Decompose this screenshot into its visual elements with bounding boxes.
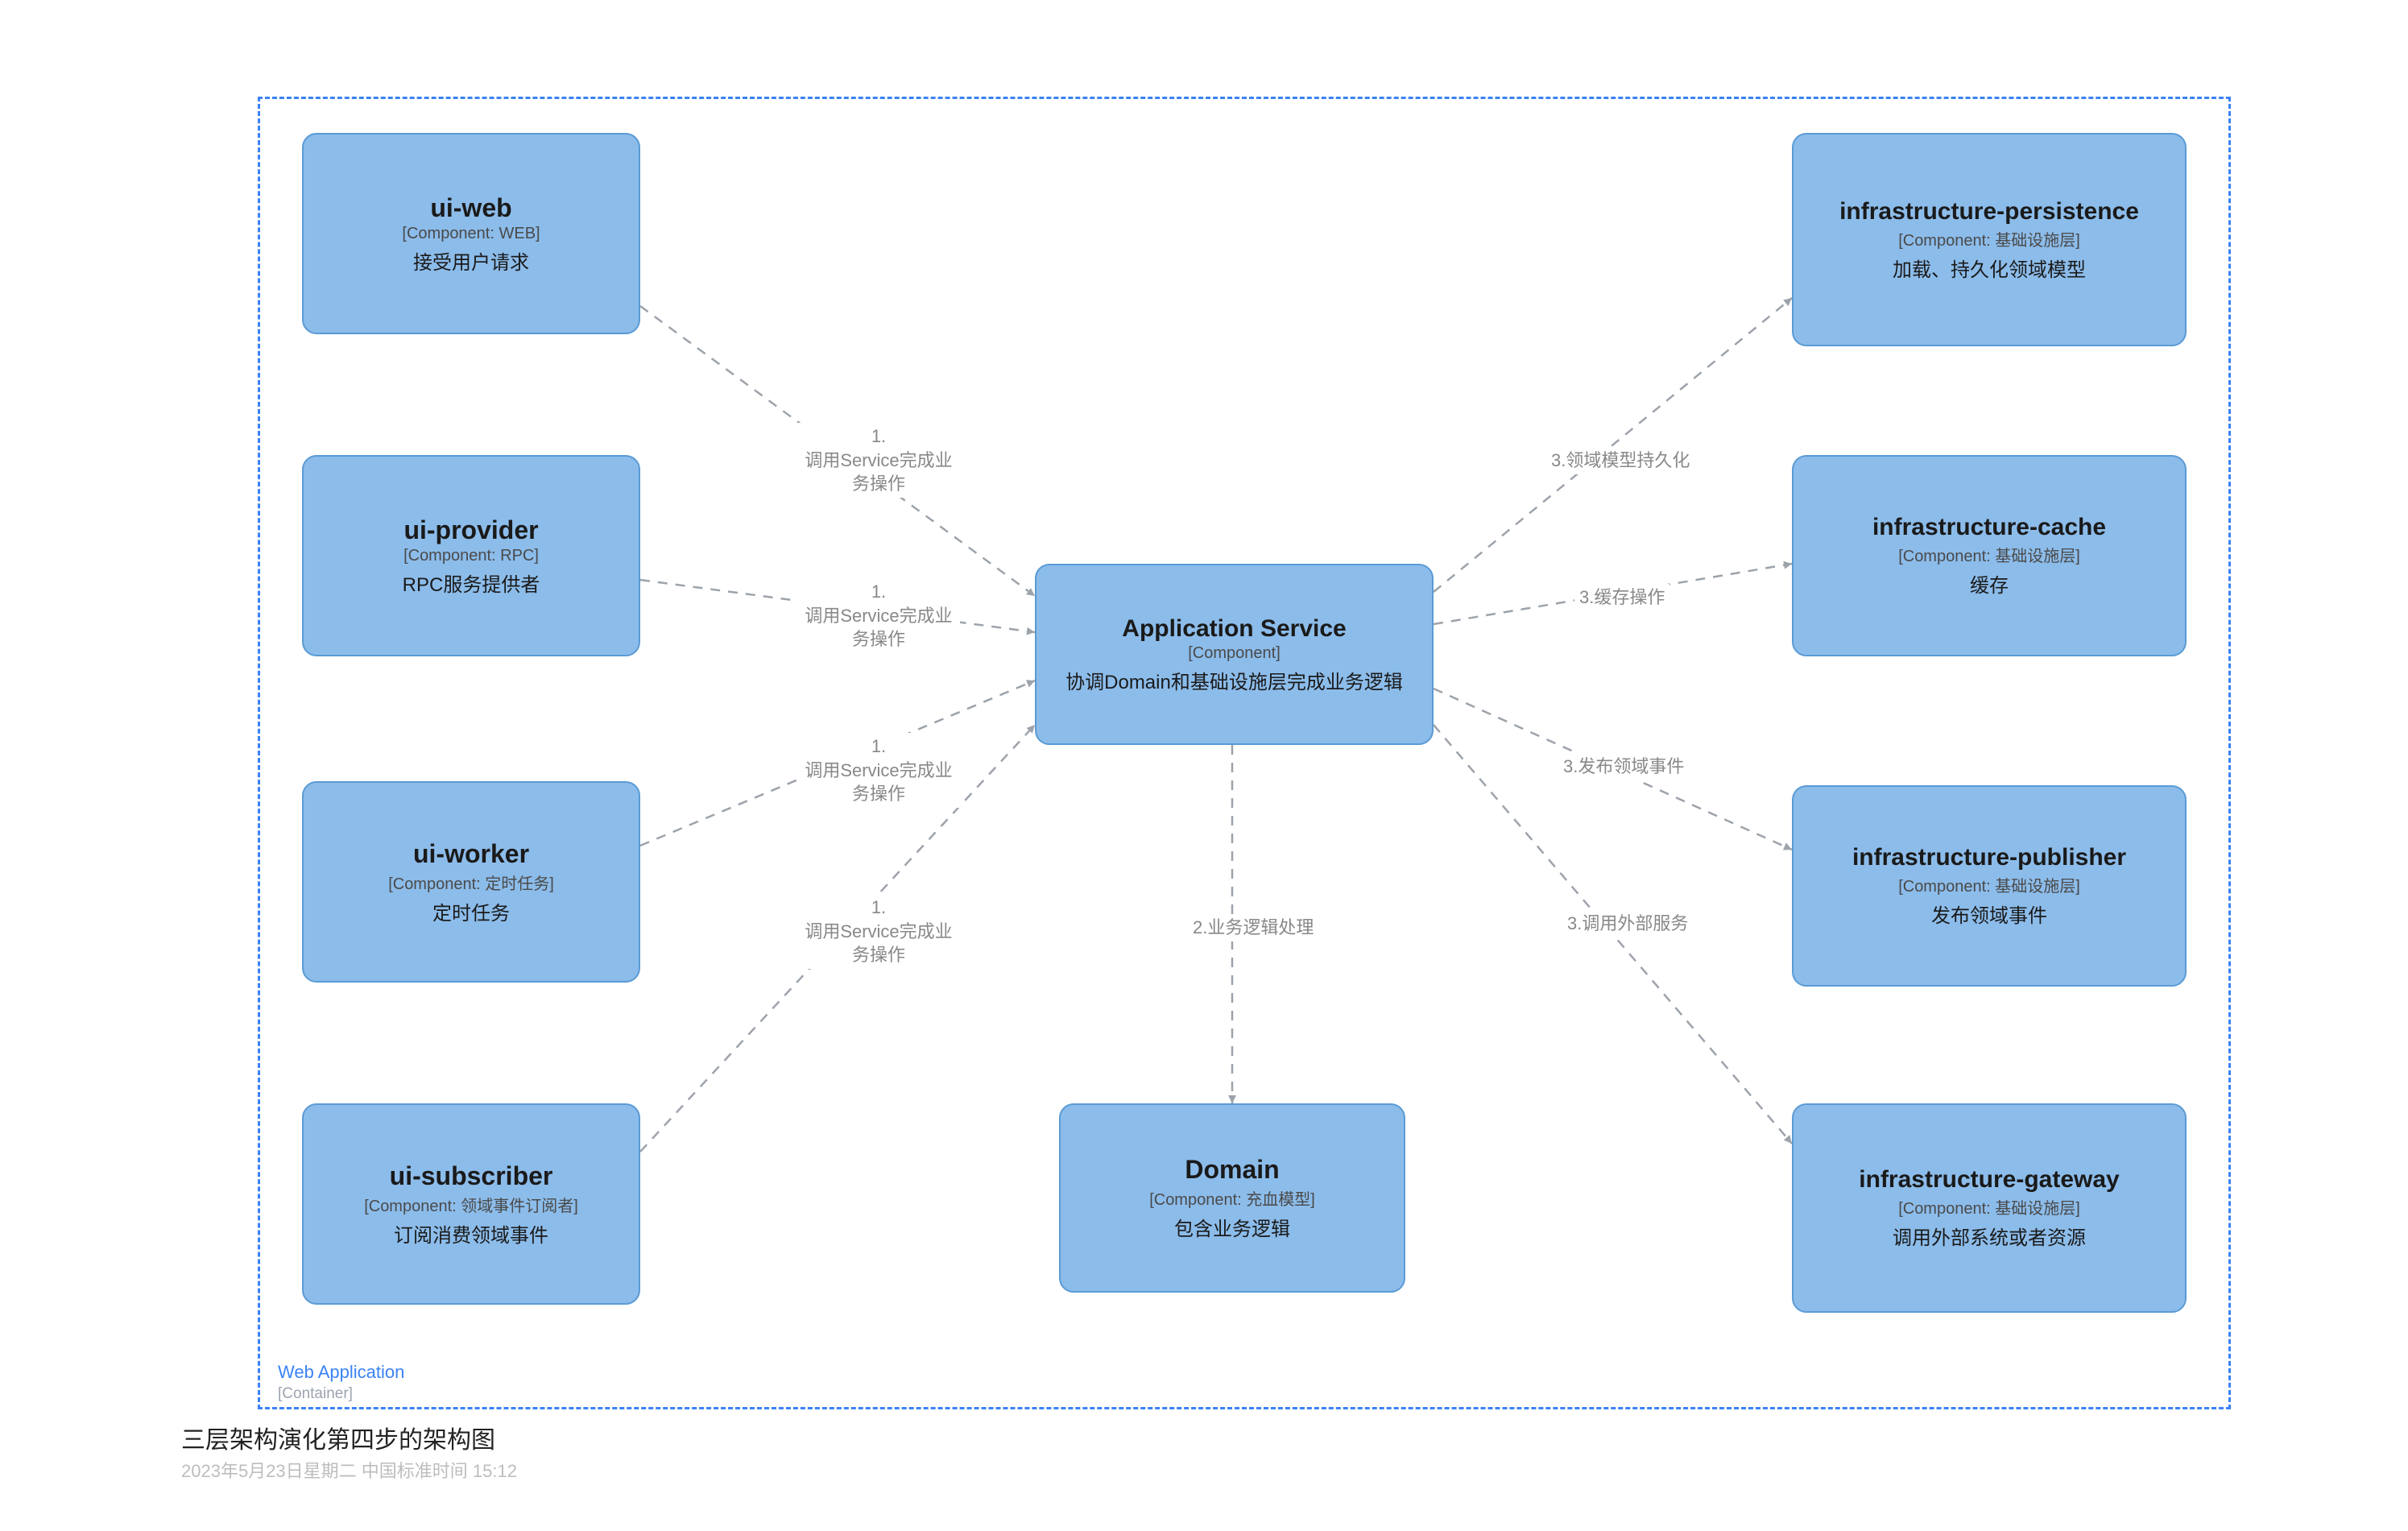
edge-label-app_service-to-infra_cache: 3.缓存操作 <box>1574 584 1669 611</box>
node-ui-web: ui-web [Component: WEB] 接受用户请求 <box>302 133 640 334</box>
node-ui-provider: ui-provider [Component: RPC] RPC服务提供者 <box>302 455 640 656</box>
node-subtitle: [Component] <box>1188 644 1281 663</box>
node-subtitle: [Component: WEB] <box>402 225 540 243</box>
node-ui-subscriber: ui-subscriber[Component: 领域事件订阅者] 订阅消费领域事… <box>302 1103 640 1305</box>
edge-label-ui_worker-to-app_service: 1.调用Service完成业务操作 <box>797 733 960 808</box>
node-desc: 订阅消费领域事件 <box>394 1219 548 1248</box>
caption: 三层架构演化第四步的架构图 2023年5月23日星期二 中国标准时间 15:12 <box>181 1420 517 1483</box>
edge-label-app_service-to-infra_persist: 3.领域模型持久化 <box>1546 447 1694 474</box>
node-desc: 发布领域事件 <box>1931 900 2047 928</box>
caption-title: 三层架构演化第四步的架构图 <box>181 1420 517 1455</box>
node-ui-worker: ui-worker[Component: 定时任务] 定时任务 <box>302 781 640 983</box>
node-subtitle: [Component: 定时任务] <box>388 871 554 894</box>
container-sublabel-text: [Container] <box>278 1384 404 1405</box>
edge-label-ui_provider-to-app_service: 1.调用Service完成业务操作 <box>797 578 960 653</box>
edge-label-app_service-to-infra_gateway: 3.调用外部服务 <box>1562 910 1693 937</box>
node-title: ui-subscriber <box>390 1161 553 1191</box>
edge-label-app_service-to-infra_pub: 3.发布领域事件 <box>1558 753 1689 780</box>
node-title: ui-web <box>430 193 511 223</box>
node-desc: 协调Domain和基础设施层完成业务逻辑 <box>1065 666 1403 694</box>
node-title: infrastructure-publisher <box>1852 844 2126 871</box>
container-label-text: Web Application <box>278 1361 404 1384</box>
node-subtitle: [Component: 领域事件订阅者] <box>364 1193 578 1216</box>
node-infra-pub: infrastructure-publisher[Component: 基础设施… <box>1792 785 2187 987</box>
node-subtitle: [Component: 充血模型] <box>1149 1186 1315 1210</box>
node-infra-persist: infrastructure-persistence[Component: 基础… <box>1792 133 2187 346</box>
node-subtitle: [Component: 基础设施层] <box>1898 1195 2080 1219</box>
edge-label-ui_web-to-app_service: 1.调用Service完成业务操作 <box>797 423 960 498</box>
node-title: Application Service <box>1122 615 1346 643</box>
node-title: infrastructure-gateway <box>1859 1166 2119 1194</box>
node-infra-gateway: infrastructure-gateway[Component: 基础设施层]… <box>1792 1103 2187 1313</box>
node-title: Domain <box>1185 1155 1279 1185</box>
node-desc: 定时任务 <box>432 897 510 925</box>
node-subtitle: [Component: RPC] <box>403 547 539 565</box>
node-title: ui-worker <box>413 839 529 869</box>
node-title: ui-provider <box>403 515 538 545</box>
node-title: infrastructure-cache <box>1872 514 2106 541</box>
node-desc: 接受用户请求 <box>413 246 529 275</box>
node-subtitle: [Component: 基础设施层] <box>1898 227 2080 250</box>
caption-subtitle: 2023年5月23日星期二 中国标准时间 15:12 <box>181 1457 517 1483</box>
node-subtitle: [Component: 基础设施层] <box>1898 543 2080 566</box>
node-infra-cache: infrastructure-cache[Component: 基础设施层] 缓存 <box>1792 455 2187 656</box>
node-app-service: Application Service[Component] 协调Domain和基… <box>1035 564 1434 745</box>
edge-label-app_service-to-domain: 2.业务逻辑处理 <box>1188 914 1318 941</box>
container-label: Web Application [Container] <box>278 1361 404 1404</box>
node-desc: 包含业务逻辑 <box>1174 1213 1290 1241</box>
edge-label-ui_subscriber-to-app_service: 1.调用Service完成业务操作 <box>797 894 960 969</box>
node-title: infrastructure-persistence <box>1839 198 2139 226</box>
node-desc: RPC服务提供者 <box>403 569 540 597</box>
node-desc: 调用外部系统或者资源 <box>1893 1222 2086 1250</box>
node-subtitle: [Component: 基础设施层] <box>1898 873 2080 896</box>
node-desc: 加载、持久化领域模型 <box>1893 254 2086 282</box>
node-desc: 缓存 <box>1970 569 2009 598</box>
node-domain: Domain[Component: 充血模型] 包含业务逻辑 <box>1059 1103 1405 1293</box>
